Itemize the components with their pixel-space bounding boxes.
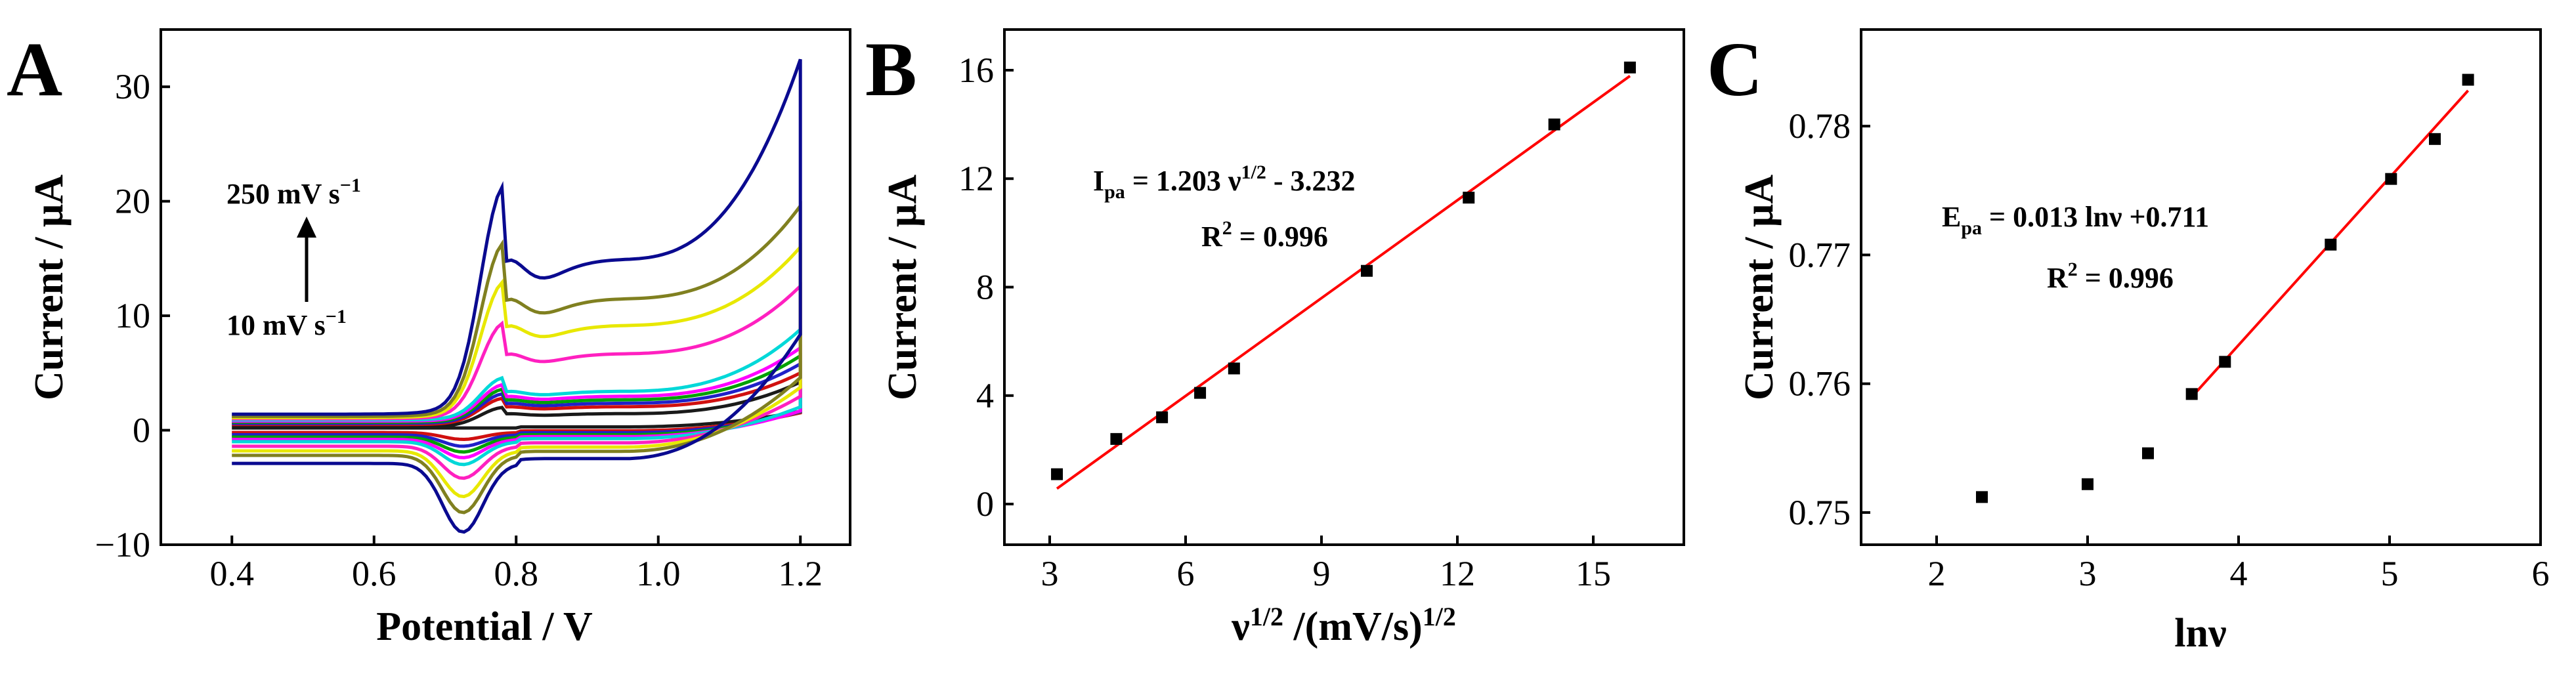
data-point <box>2082 478 2093 490</box>
r-squared-b: R2 = 0.996 <box>1201 217 1328 253</box>
points-b <box>1051 61 1636 490</box>
x-tick-label: 0.8 <box>494 554 538 593</box>
y-axis-title-c: Current / μA <box>1737 175 1782 400</box>
x-tick-label: 0.6 <box>352 554 397 593</box>
x-tick-label: 6 <box>2532 554 2550 593</box>
data-point <box>2325 238 2337 251</box>
x-tick-label: 4 <box>2230 554 2248 593</box>
r-squared-c: R2 = 0.996 <box>2047 259 2174 294</box>
y-tick-label: 30 <box>115 67 150 106</box>
y-tick-label: 10 <box>115 296 150 335</box>
panel-b: B 3 6 9 12 15 0 4 8 12 16 ν1/2 /(mV/s)1/2 Current… <box>865 26 1685 649</box>
plot-frame-a <box>160 28 851 546</box>
y-tick-label: 4 <box>976 376 994 415</box>
x-tick-label: 3 <box>2079 554 2097 593</box>
data-point <box>1156 411 1169 423</box>
x-tick-label: 1.0 <box>636 554 681 593</box>
plot-frame-c <box>1860 28 2542 546</box>
y-tick-label: 0 <box>976 484 994 524</box>
x-tick-label: 9 <box>1313 554 1331 593</box>
data-point <box>1051 468 1063 480</box>
data-point <box>1623 61 1636 74</box>
data-point <box>1463 192 1475 204</box>
arrow-up <box>297 217 316 302</box>
x-tick-label: 15 <box>1576 554 1611 593</box>
data-point <box>2462 74 2474 86</box>
y-tick-label: 8 <box>976 268 994 307</box>
panel-letter-b: B <box>865 26 917 112</box>
equation-b: Ipa = 1.203 ν1/2 - 3.232 <box>1093 161 1356 203</box>
x-tick-label: 12 <box>1440 554 1475 593</box>
data-point <box>1228 362 1240 375</box>
data-point <box>1110 432 1123 445</box>
data-point <box>1976 491 1988 503</box>
data-point <box>1361 264 1373 277</box>
x-tick-label: 2 <box>1928 554 1946 593</box>
data-point <box>2142 447 2154 459</box>
annotation-250: 250 mV s−1 <box>226 175 361 210</box>
y-axis-title-b: Current / μA <box>880 175 925 400</box>
annotation-10: 10 mV s−1 <box>226 306 347 341</box>
curves-a <box>232 58 802 534</box>
x-tick-label: 1.2 <box>778 554 823 593</box>
panel-letter-a: A <box>7 26 62 112</box>
data-point <box>2185 388 2198 400</box>
ticks-c: 2 3 4 5 6 0.75 0.76 0.77 0.78 <box>1789 106 2550 593</box>
x-tick-label: 6 <box>1177 554 1195 593</box>
fit-line <box>1056 75 1631 490</box>
ticks-b: 3 6 9 12 15 0 4 8 12 16 <box>958 51 1611 593</box>
x-axis-title-a: Potential / V <box>376 604 593 649</box>
panel-letter-c: C <box>1707 26 1763 112</box>
equation-c: Epa = 0.013 lnν +0.711 <box>1942 201 2209 239</box>
y-tick-label: 0.75 <box>1789 493 1851 532</box>
points-c <box>1976 74 2474 503</box>
y-axis-title-a: Current / μA <box>27 175 72 400</box>
x-tick-label: 0.4 <box>209 554 254 593</box>
panel-c: C 2 3 4 5 6 0.75 0.76 0.77 0.78 lnν Current / μA… <box>1707 26 2550 656</box>
data-point <box>2429 133 2441 145</box>
data-point <box>1548 118 1560 131</box>
panel-a: A 0.4 0.6 0.8 1.0 1.2 −10 0 10 20 30 Potential / … <box>7 26 851 649</box>
x-tick-label: 3 <box>1041 554 1059 593</box>
data-point <box>1194 387 1207 399</box>
cv-curve <box>232 58 802 534</box>
y-tick-label: 0.77 <box>1789 235 1851 274</box>
y-tick-label: 16 <box>958 51 994 90</box>
y-tick-label: 0 <box>133 411 150 450</box>
y-tick-label: 0.78 <box>1789 106 1851 146</box>
x-tick-label: 5 <box>2381 554 2399 593</box>
y-tick-label: 20 <box>115 182 150 221</box>
x-axis-title-b: ν1/2 /(mV/s)1/2 <box>1231 602 1456 649</box>
y-tick-label: 0.76 <box>1789 364 1851 404</box>
x-axis-title-c: lnν <box>2174 611 2226 656</box>
y-tick-label: −10 <box>95 525 150 564</box>
y-tick-label: 12 <box>958 159 994 198</box>
data-point <box>2219 356 2231 368</box>
data-point <box>2385 173 2397 185</box>
ticks-a: 0.4 0.6 0.8 1.0 1.2 −10 0 10 20 30 <box>95 67 823 593</box>
